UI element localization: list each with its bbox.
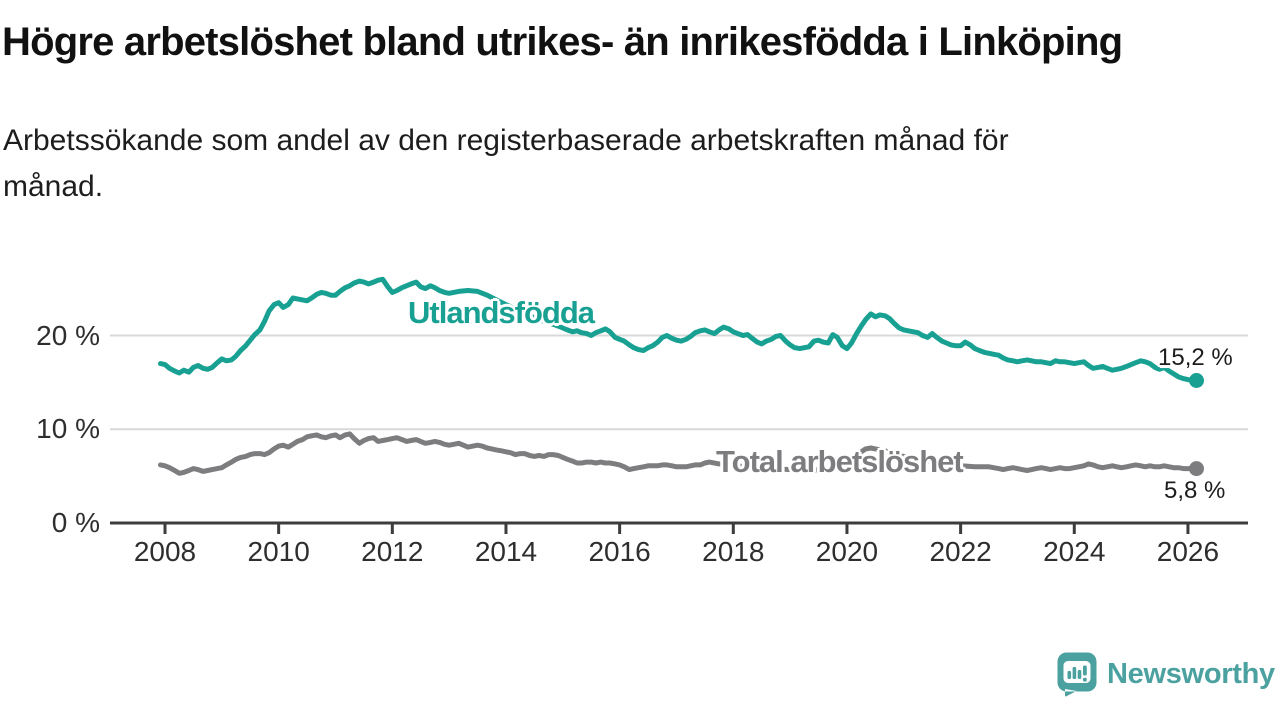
x-tick-label: 2020 bbox=[815, 536, 879, 567]
newsworthy-logo: Newsworthy bbox=[1056, 651, 1275, 697]
x-tick-label: 2014 bbox=[474, 536, 538, 567]
series-line-total-arbetsl-shet bbox=[158, 431, 1195, 476]
y-tick-label: 10 % bbox=[36, 413, 100, 445]
x-tick-label: 2022 bbox=[929, 536, 992, 567]
series-line-utlandsf-dda bbox=[158, 276, 1195, 383]
x-tick-label: 2012 bbox=[361, 536, 424, 567]
x-tick-label: 2016 bbox=[588, 536, 651, 567]
newsworthy-logo-icon bbox=[1057, 652, 1097, 697]
x-tick-label: 2024 bbox=[1043, 536, 1106, 567]
series-label-utlandsfodda: Utlandsfödda bbox=[408, 295, 595, 330]
series-end-dot-utlandsf-dda bbox=[1188, 373, 1204, 388]
end-value-label-total-arbetsloshet: 5,8 % bbox=[1164, 477, 1226, 504]
page-subtitle: Arbetssökande som andel av den registerb… bbox=[3, 118, 1203, 210]
end-value-label-utlandsfodda: 15,2 % bbox=[1158, 344, 1233, 371]
newsworthy-logo-text: Newsworthy bbox=[1107, 657, 1275, 690]
x-tick-label: 2010 bbox=[247, 536, 310, 567]
series-label-total-arbetsloshet: Total arbetslöshet bbox=[716, 444, 964, 479]
y-tick-label: 0 % bbox=[51, 507, 100, 538]
subtitle-line-1: Arbetssökande som andel av den registerb… bbox=[3, 124, 1009, 157]
page-title: Högre arbetslöshet bland utrikes- än inr… bbox=[2, 20, 1123, 64]
subtitle-line-2: månad. bbox=[3, 170, 104, 203]
x-tick-label: 2008 bbox=[133, 536, 197, 567]
series-end-dot-total-arbetsl-shet bbox=[1188, 461, 1204, 477]
x-tick-label: 2026 bbox=[1156, 536, 1220, 567]
y-tick-label: 20 % bbox=[36, 319, 100, 351]
x-tick-label: 2018 bbox=[702, 536, 765, 567]
